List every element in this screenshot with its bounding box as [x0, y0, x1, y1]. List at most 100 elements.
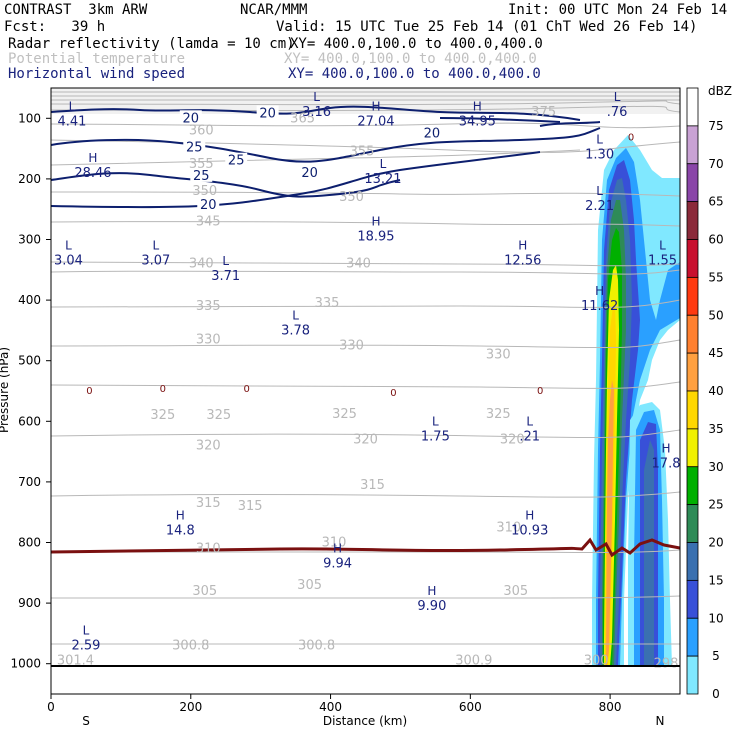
wind-contour-label: 0	[628, 132, 634, 143]
colorbar-unit: dBZ	[708, 84, 732, 98]
colorbar-level-label: 40	[708, 384, 723, 398]
theta-contour-label: 300	[584, 654, 609, 669]
colorbar-swatch	[686, 87, 699, 127]
colorbar-swatch	[686, 125, 699, 165]
theta-contour-label: 310	[196, 542, 221, 557]
theta-contour-label: 335	[315, 296, 340, 311]
extremum-marker: L	[614, 90, 621, 104]
x-axis-label: Distance (km)	[323, 714, 407, 728]
theta-contour-label: 310	[322, 536, 347, 551]
field3-xy: XY= 400.0,100.0 to 400.0,400.0	[288, 66, 541, 82]
extremum-marker: H	[662, 442, 671, 456]
wind-label-bg	[256, 105, 279, 120]
theta-contour-label: 365	[290, 111, 315, 126]
field1-xy: XY= 400.0,100.0 to 400.0,400.0	[290, 36, 543, 52]
extremum-marker: L	[65, 239, 72, 253]
extremum-marker: L	[313, 90, 320, 104]
theta-contour-label: 320	[196, 439, 221, 454]
extremum-value: 1.75	[421, 429, 450, 444]
wind-contours	[51, 105, 601, 209]
extremum-marker: L	[222, 254, 229, 268]
extremum-value: 3.71	[211, 269, 240, 284]
extremum-marker: L	[152, 239, 159, 253]
extremum-marker: L	[83, 623, 90, 637]
theta-contour-label: 301.4	[57, 654, 94, 669]
extremum-marker: H	[525, 508, 534, 522]
extremum-value: 34.95	[459, 114, 496, 129]
forecast-hour: Fcst: 39 h	[4, 19, 106, 35]
wind-contour-label: 25	[193, 169, 210, 184]
colorbar-level-label: 35	[708, 422, 723, 436]
wind-contour-label: 0	[537, 386, 543, 397]
theta-contour-label: 345	[196, 214, 221, 229]
model-title: CONTRAST 3km ARW	[4, 2, 148, 18]
colorbar-level-label: 70	[708, 157, 723, 171]
colorbar-swatch	[686, 390, 699, 430]
colorbar-swatch	[686, 352, 699, 392]
colorbar-swatch	[686, 466, 699, 506]
colorbar-swatch	[686, 504, 699, 543]
field3-name: Horizontal wind speed	[8, 66, 186, 82]
colorbar-swatch	[686, 276, 699, 316]
extremum-value: 3.16	[302, 105, 331, 120]
y-tick-label: 500	[18, 354, 41, 368]
y-tick-label: 1000	[10, 657, 41, 671]
extremum-marker: L	[526, 414, 533, 428]
plot-frame	[50, 87, 681, 695]
wind-label-bg	[183, 139, 206, 154]
y-tick-label: 600	[18, 414, 41, 428]
wind-contour-label: 20	[183, 111, 200, 126]
wind-contour-label: 0	[160, 384, 166, 395]
extremum-value: 11.62	[581, 299, 618, 314]
field2-name: Potential temperature	[8, 51, 186, 67]
wind-label-bg	[298, 164, 321, 179]
extremum-value: 9.94	[323, 557, 352, 572]
colorbar-level-label: 20	[708, 536, 723, 550]
extremum-value: 18.95	[357, 229, 394, 244]
extremum-value: 13.21	[364, 172, 401, 187]
theta-contour-label: 320	[353, 432, 378, 447]
colorbar-level-label: 45	[708, 346, 723, 360]
wind-contour-label: 20	[259, 106, 276, 121]
wind-contour-label: 25	[228, 154, 245, 169]
extremum-marker: H	[88, 151, 97, 165]
wind-label-bg	[197, 196, 220, 211]
colorbar-swatch	[686, 428, 699, 468]
y-tick-label: 200	[18, 172, 41, 186]
colorbar-swatch	[686, 655, 699, 695]
theta-contour-label: 305	[192, 584, 217, 599]
extremum-marker: H	[371, 99, 380, 113]
y-tick-label: 300	[18, 233, 41, 247]
extremum-marker: L	[432, 414, 439, 428]
theta-contour-label: 320	[500, 432, 525, 447]
extremum-value: 17.8	[652, 457, 681, 472]
theta-contour-label: 350	[339, 190, 364, 205]
x-tick-label: 800	[599, 700, 622, 714]
extremum-value: 4.41	[57, 114, 86, 129]
extremum-marker: H	[473, 99, 482, 113]
extremum-marker: L	[292, 308, 299, 322]
wind-contour-label: 0	[390, 388, 396, 399]
valid-time: Valid: 15 UTC Tue 25 Feb 14 (01 ChT Wed …	[276, 19, 698, 35]
theta-contour-label: 325	[332, 407, 357, 422]
colorbar-level-label: 65	[708, 195, 723, 209]
x-end-north: N	[656, 714, 665, 728]
theta-contour-label: 300.8	[298, 639, 335, 654]
extremum-marker: H	[371, 214, 380, 228]
wind-label-bg	[225, 152, 248, 167]
init-time: Init: 00 UTC Mon 24 Feb 14	[508, 2, 728, 18]
theta-contour-label: 330	[339, 339, 364, 354]
y-tick-label: 100	[18, 111, 41, 125]
extremum-value: 1.30	[585, 148, 614, 163]
colorbar-level-label: 0	[712, 687, 720, 701]
header: CONTRAST 3km ARW NCAR/MMM Init: 00 UTC M…	[0, 0, 740, 84]
y-tick-label: 400	[18, 293, 41, 307]
extremum-value: 2.21	[585, 199, 614, 214]
colorbar-swatch	[686, 239, 699, 278]
wind-contour-label: 20	[301, 166, 318, 181]
freezing-level-line	[51, 537, 680, 558]
colorbar-swatch	[686, 542, 699, 581]
extremum-value: 14.8	[166, 523, 195, 538]
colorbar-level-label: 25	[708, 498, 723, 512]
